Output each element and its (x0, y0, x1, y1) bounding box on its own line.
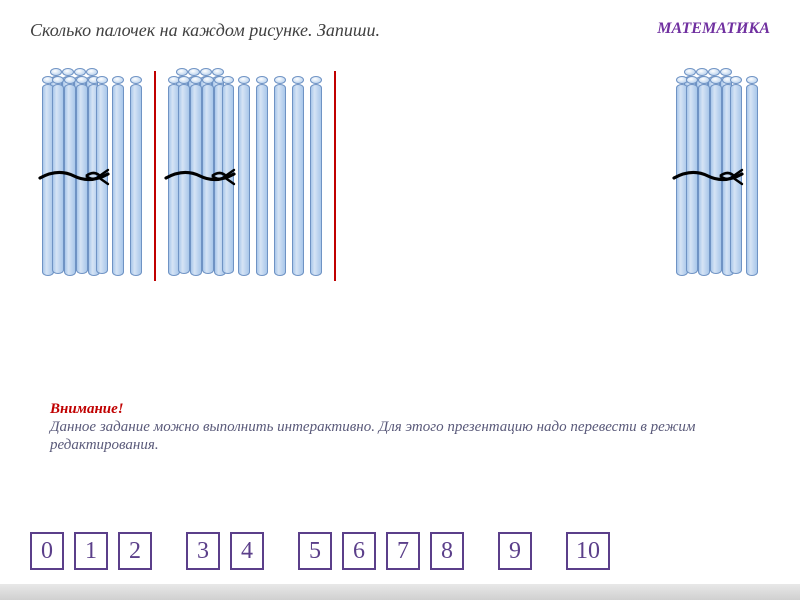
number-box-7[interactable]: 7 (386, 532, 420, 570)
number-box-4[interactable]: 4 (230, 532, 264, 570)
single-stick (310, 76, 322, 276)
footer-bar (0, 584, 800, 600)
stick-group (664, 76, 770, 276)
single-stick (292, 76, 304, 276)
number-box-1[interactable]: 1 (74, 532, 108, 570)
single-stick (112, 76, 124, 276)
stick-bundle (676, 76, 740, 276)
subject-label: МАТЕМАТИКА (657, 20, 770, 38)
number-box-5[interactable]: 5 (298, 532, 332, 570)
sticks-area (30, 61, 770, 291)
numbers-row: 0123456789 10 (30, 532, 610, 570)
attention-label: Внимание! (50, 401, 124, 417)
number-box-2[interactable]: 2 (118, 532, 152, 570)
number-box-9[interactable]: 9 (498, 532, 532, 570)
number-box-3[interactable]: 3 (186, 532, 220, 570)
instruction-text: Сколько палочек на каждом рисунке. Запиш… (30, 20, 380, 41)
group-divider (334, 71, 336, 281)
stick-group (156, 76, 334, 276)
single-stick (746, 76, 758, 276)
header-row: Сколько палочек на каждом рисунке. Запиш… (30, 20, 770, 41)
single-stick (256, 76, 268, 276)
number-box-6[interactable]: 6 (342, 532, 376, 570)
number-box-8[interactable]: 8 (430, 532, 464, 570)
stick-group (30, 76, 154, 276)
single-stick (238, 76, 250, 276)
note-block: Внимание! Данное задание можно выполнить… (50, 400, 750, 454)
stick-bundle (168, 76, 232, 276)
number-box-0[interactable]: 0 (30, 532, 64, 570)
single-stick (130, 76, 142, 276)
number-box-10[interactable]: 10 (566, 532, 610, 570)
single-stick (274, 76, 286, 276)
page: Сколько палочек на каждом рисунке. Запиш… (0, 0, 800, 600)
stick-bundle (42, 76, 106, 276)
note-text: Данное задание можно выполнить интеракти… (50, 419, 695, 453)
